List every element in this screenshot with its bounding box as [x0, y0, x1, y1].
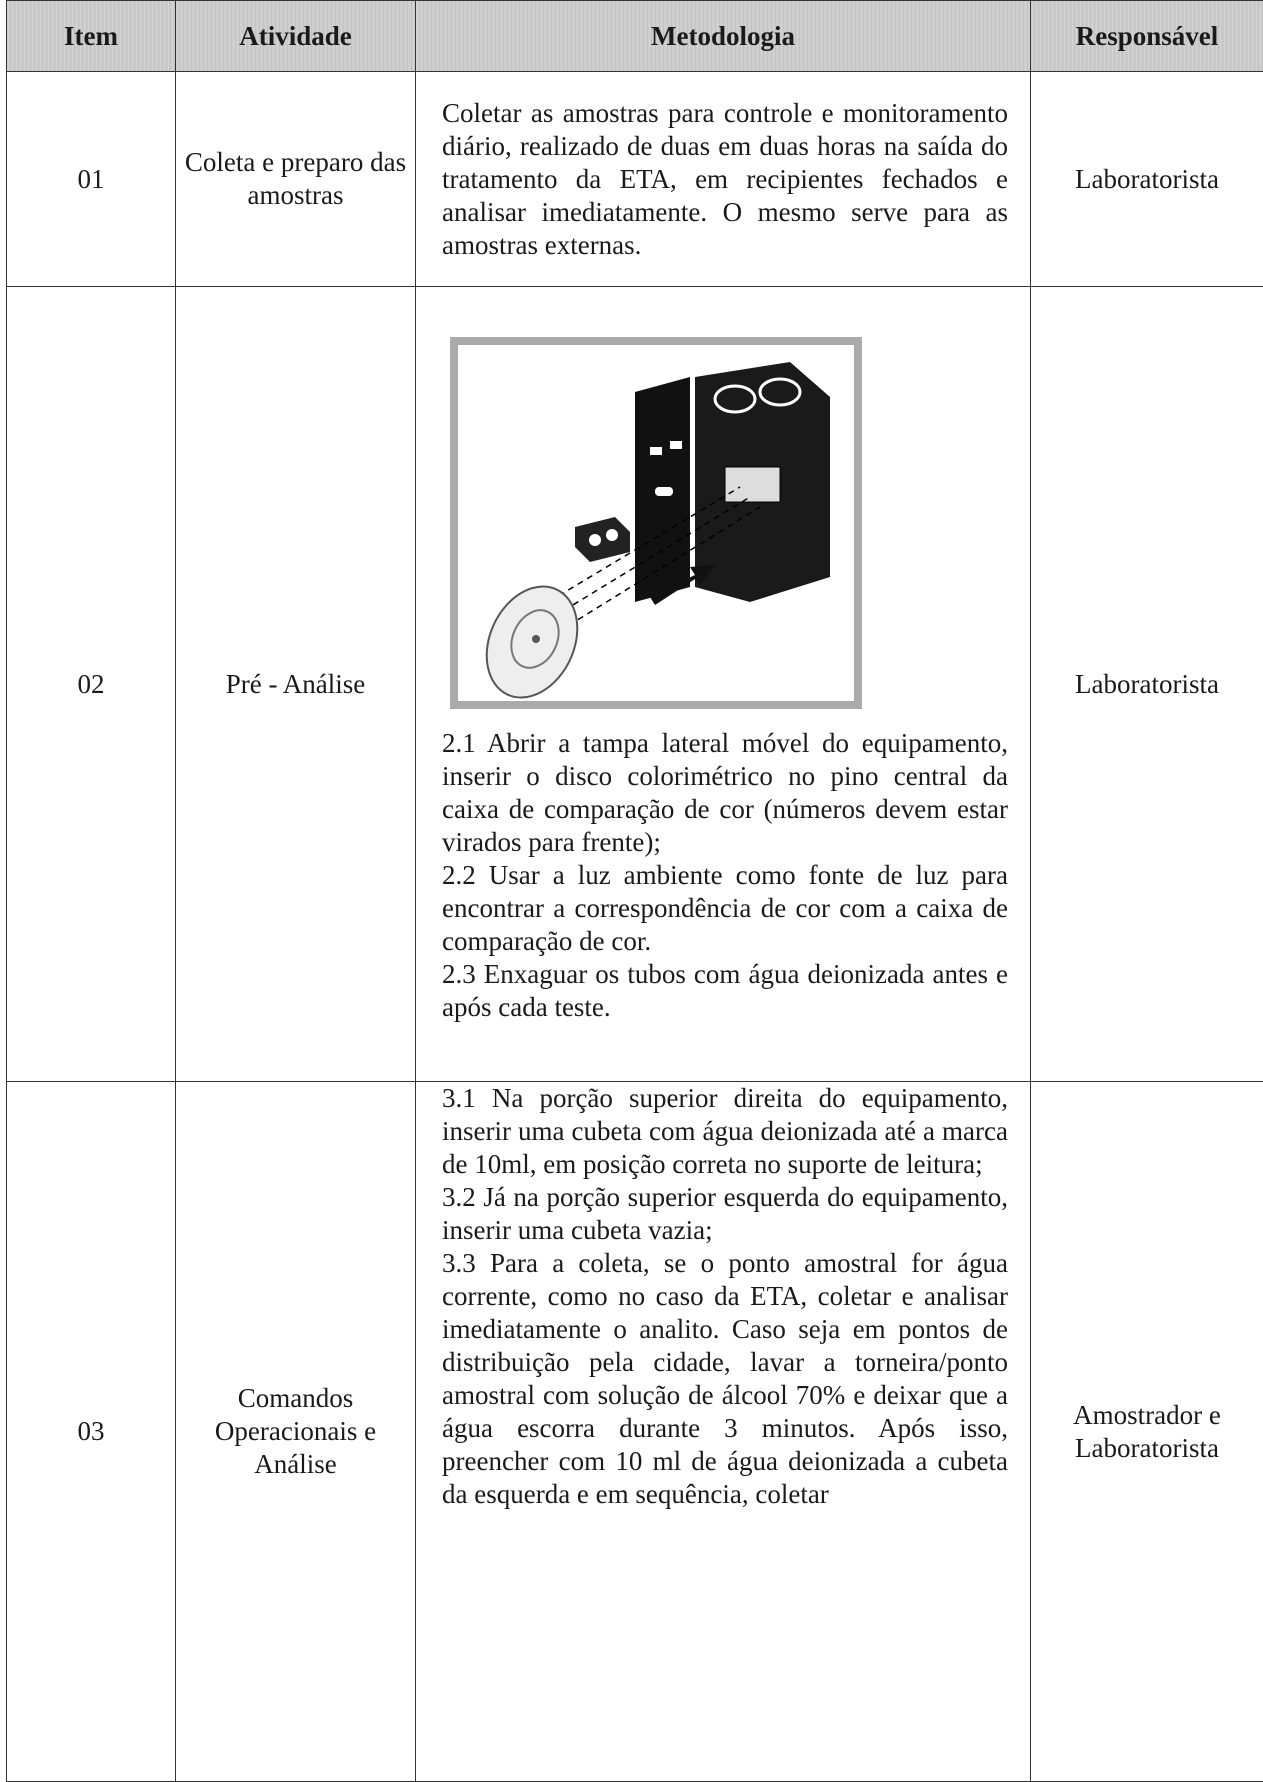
header-cell: Metodologia: [416, 1, 1031, 72]
responsible: Laboratorista: [1031, 287, 1263, 1082]
procedure-table: Item Atividade Metodologia Responsável 0…: [6, 0, 1263, 1782]
methodology: Coletar as amostras para controle e moni…: [416, 72, 1031, 287]
activity: Comandos Operacionais e Análise: [176, 1082, 416, 1782]
paragraph: 2.3 Enxaguar os tubos com água deionizad…: [442, 958, 1008, 1024]
header-cell: Item: [7, 1, 176, 72]
header-cell: Atividade: [176, 1, 416, 72]
header-cell: Responsável: [1031, 1, 1263, 72]
row: 02 Pré - Análise: [7, 287, 1263, 1082]
paragraph: 3.3 Para a coleta, se o ponto amostral f…: [442, 1247, 1008, 1511]
item: 01: [7, 72, 176, 287]
item: 03: [7, 1082, 176, 1782]
paragraph: 3.2 Já na porção superior esquerda do eq…: [442, 1181, 1008, 1247]
header-row: Item Atividade Metodologia Responsável: [7, 1, 1263, 72]
paragraph: 3.1 Na porção superior direita do equipa…: [442, 1082, 1008, 1181]
paragraph: 2.1 Abrir a tampa lateral móvel do equip…: [442, 727, 1008, 859]
item: 02: [7, 287, 176, 1082]
paragraph: Coletar as amostras para controle e moni…: [442, 97, 1008, 262]
activity: Pré - Análise: [176, 287, 416, 1082]
paragraph: 2.2 Usar a luz ambiente como fonte de lu…: [442, 859, 1008, 958]
row: 01 Coleta e preparo das amostras Coletar…: [7, 72, 1263, 287]
activity: Coleta e preparo das amostras: [176, 72, 416, 287]
equipment-illustration: [450, 337, 862, 709]
responsible: Amostrador e Laboratorista: [1031, 1082, 1263, 1782]
methodology: 2.1 Abrir a tampa lateral móvel do equip…: [416, 287, 1031, 1082]
row: 03 Comandos Operacionais e Análise 3.1 N…: [7, 1082, 1263, 1782]
methodology: 3.1 Na porção superior direita do equipa…: [416, 1082, 1031, 1782]
page: Item Atividade Metodologia Responsável 0…: [0, 0, 1263, 1639]
responsible: Laboratorista: [1031, 72, 1263, 287]
